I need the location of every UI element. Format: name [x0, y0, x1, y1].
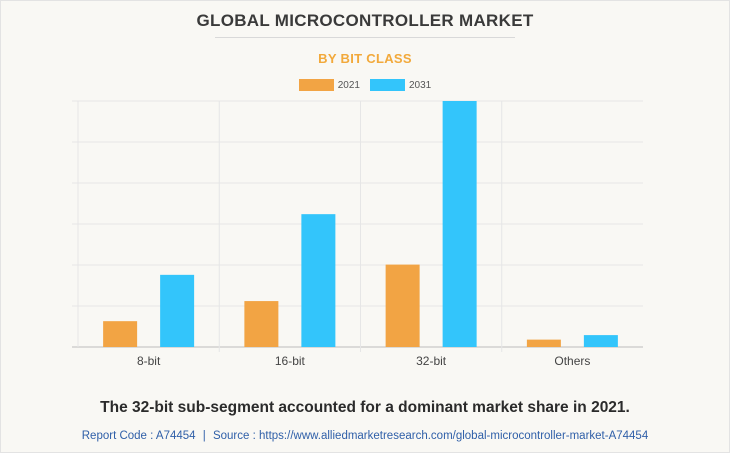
source-link[interactable]: Source : https://www.alliedmarketresearc…: [212, 430, 649, 442]
x-tick-label: Others: [554, 354, 590, 368]
chart-subtitle: BY BIT CLASS: [318, 51, 412, 66]
source-line: Report Code : A74454 | Source : https://…: [0, 430, 730, 442]
source-separator: |: [202, 430, 206, 442]
bar-2021-8-bit: [103, 321, 138, 347]
bar-2031-others: [583, 335, 618, 347]
bar-2031-8-bit: [160, 274, 195, 347]
chart-caption: The 32-bit sub-segment accounted for a d…: [100, 399, 630, 416]
bar-2021-16-bit: [244, 301, 279, 347]
legend-swatch-2021: [298, 79, 334, 91]
bar-2031-16-bit: [301, 214, 336, 347]
x-tick-label: 8-bit: [137, 354, 161, 368]
legend-label-2021: 2021: [337, 79, 360, 91]
bar-2021-others: [526, 339, 561, 347]
legend-item-2031[interactable]: 2031: [370, 79, 431, 91]
title-divider: [215, 37, 515, 38]
x-tick-label: 16-bit: [275, 354, 306, 368]
legend-label-2031: 2031: [409, 79, 432, 91]
chart-title: GLOBAL MICROCONTROLLER MARKET: [196, 11, 534, 30]
bar-2031-32-bit: [442, 101, 477, 347]
chart-legend: 2021 2031: [0, 79, 730, 91]
bar-chart: 8-bit 16-bit 32-bit Others: [72, 100, 643, 368]
bar-2021-32-bit: [385, 264, 420, 347]
x-tick-label: 32-bit: [416, 354, 447, 368]
report-code: Report Code : A74454: [81, 430, 196, 442]
legend-swatch-2031: [370, 79, 405, 91]
legend-item-2021[interactable]: 2021: [298, 79, 360, 91]
